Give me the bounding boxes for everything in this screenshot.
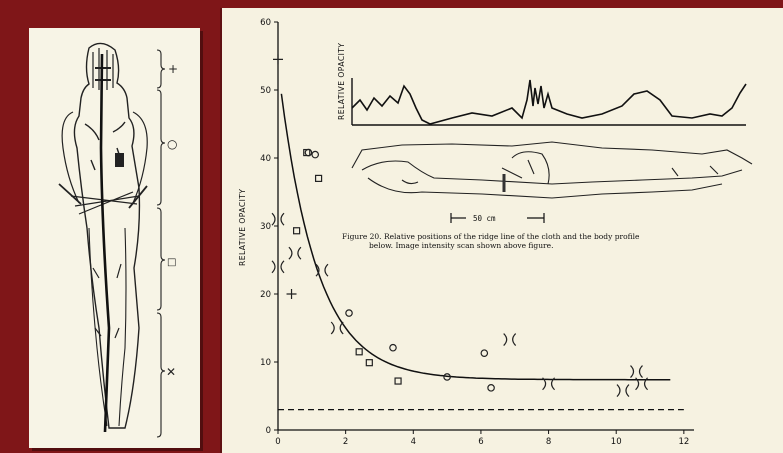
point-circle [312, 151, 318, 157]
y-tick-label: 60 [260, 18, 271, 28]
point-x [631, 366, 643, 378]
point-circle [346, 310, 352, 316]
x-tick-label: 0 [275, 437, 280, 447]
point-x [504, 334, 516, 346]
y-tick-label: 0 [266, 426, 271, 436]
x-tick-label: 10 [611, 437, 622, 447]
point-square [366, 360, 372, 366]
x-tick-label: 6 [478, 437, 483, 447]
point-circle [488, 385, 494, 391]
figure-caption-line2: below. Image intensity scan shown above … [369, 241, 553, 250]
x-tick-label: 2 [343, 437, 348, 447]
ridge-line [101, 54, 109, 432]
chart-panel: 0 2 4 6 8 10 12 0 10 20 30 40 50 60 RELATIVE OPACITY … [222, 8, 783, 453]
body-outline-panel: + ○ □ ✕ [29, 28, 200, 448]
y-tick-label: 30 [260, 222, 271, 232]
bracket-symbols: + ○ □ ✕ [166, 62, 178, 379]
bracket-symbol-plus: + [168, 62, 178, 76]
x-tick-label: 4 [411, 437, 416, 447]
y-axis-label: RELATIVE OPACITY [238, 189, 247, 266]
point-plus [287, 289, 297, 299]
x-tick-label: 12 [678, 437, 689, 447]
intensity-scan-inset: RELATIVE OPACITY [337, 43, 746, 125]
y-tick-label: 10 [260, 358, 271, 368]
scale-bar-label: 50 cm [473, 214, 496, 223]
point-square [395, 378, 401, 384]
point-x [617, 385, 629, 397]
region-brackets [157, 50, 165, 437]
bracket-symbol-x: ✕ [166, 365, 176, 379]
y-tick-label: 50 [260, 86, 271, 96]
body-profile-inset [352, 142, 752, 198]
intensity-scan-line [352, 80, 746, 124]
scale-bar: 50 cm [451, 213, 544, 223]
inset-y-label: RELATIVE OPACITY [337, 43, 346, 120]
body-outline-drawing: + ○ □ ✕ [29, 28, 200, 448]
figure-caption-line1: Figure 20. Relative positions of the rid… [342, 232, 640, 241]
point-circle [390, 345, 396, 351]
point-x [331, 322, 343, 334]
point-circle [481, 350, 487, 356]
point-square [294, 228, 300, 234]
y-tick-label: 40 [260, 154, 271, 164]
point-square [316, 175, 322, 181]
x-tick-label: 8 [546, 437, 551, 447]
point-circle [305, 149, 311, 155]
y-tick-label: 20 [260, 290, 271, 300]
bracket-symbol-circle: ○ [167, 137, 177, 151]
point-plus [273, 54, 283, 64]
point-x [289, 247, 301, 259]
data-points [272, 54, 648, 396]
bracket-symbol-square: □ [167, 257, 176, 268]
point-square [356, 349, 362, 355]
